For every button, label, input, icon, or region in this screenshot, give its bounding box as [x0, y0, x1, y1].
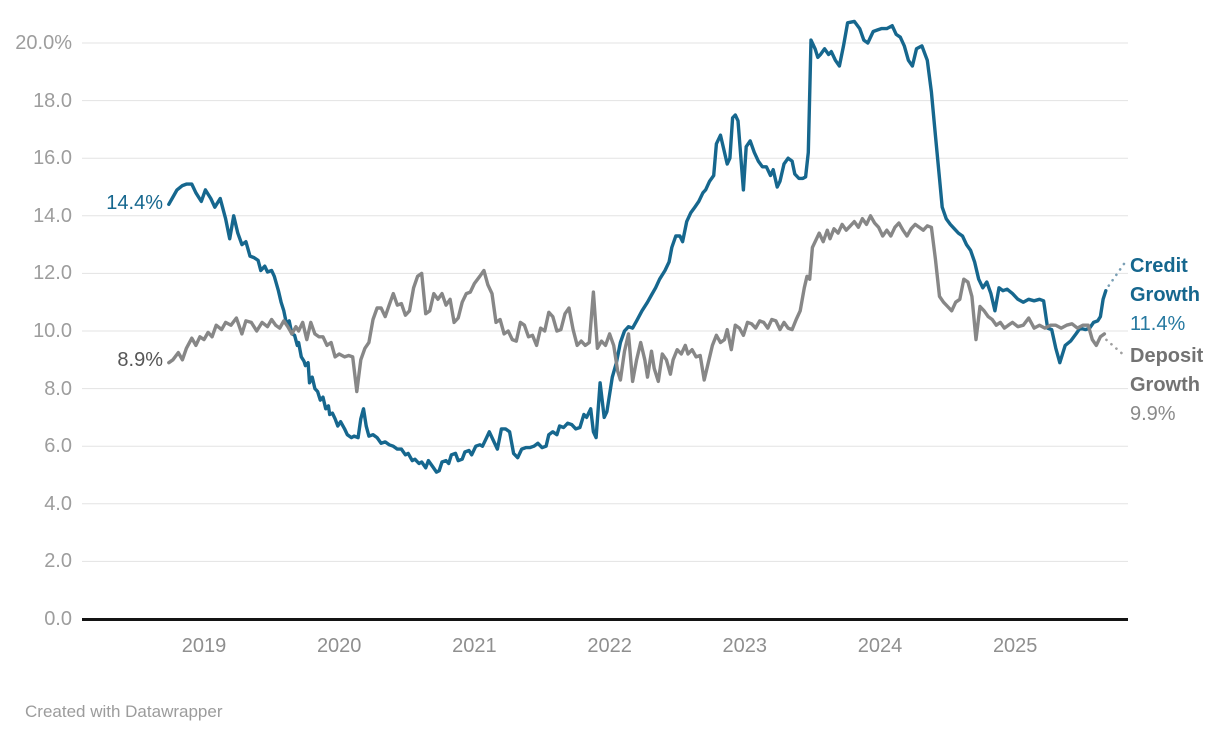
y-tick-label: 18.0	[33, 89, 72, 112]
y-tick-label: 4.0	[44, 492, 72, 515]
y-tick-label: 8.0	[44, 377, 72, 400]
credit-start-value-label: 14.4%	[106, 192, 163, 214]
x-tick-label: 2025	[992, 635, 1038, 657]
credit-growth-line[interactable]	[167, 19, 1108, 474]
y-tick-label: 6.0	[44, 435, 72, 458]
deposit-label-line1: Deposit	[1130, 345, 1204, 367]
credit-label-line1: Credit	[1130, 255, 1188, 277]
y-tick-label: 0.0	[44, 608, 72, 630]
y-tick-label: 14.0	[33, 204, 72, 227]
y-tick-label: 16.0	[33, 147, 72, 170]
deposit-start-value-label: 8.9%	[117, 349, 163, 371]
x-tick-label: 2024	[857, 635, 903, 657]
deposit-end-value: 9.9%	[1130, 403, 1176, 425]
credit-label-line2: Growth	[1130, 284, 1200, 306]
y-tick-label: 20.0%	[15, 32, 72, 54]
x-tick-label: 2020	[316, 635, 362, 657]
y-tick-label: 2.0	[44, 550, 72, 573]
deposit-series-label: Deposit Growth 9.9%	[1130, 342, 1220, 429]
y-tick-label: 10.0	[33, 320, 72, 342]
deposit-growth-line[interactable]	[167, 214, 1107, 394]
credit-series-label: Credit Growth 11.4%	[1130, 252, 1220, 339]
deposit-label-connector	[1105, 338, 1128, 359]
credit-end-value: 11.4%	[1130, 313, 1186, 335]
deposit-label-line2: Growth	[1130, 374, 1200, 396]
y-tick-label: 12.0	[33, 262, 72, 285]
datawrapper-attribution: Created with Datawrapper	[25, 702, 223, 721]
x-tick-label: 2023	[722, 635, 768, 657]
x-tick-label: 2021	[452, 635, 497, 657]
x-tick-label: 2022	[587, 635, 632, 657]
x-tick-label: 2019	[181, 635, 227, 657]
